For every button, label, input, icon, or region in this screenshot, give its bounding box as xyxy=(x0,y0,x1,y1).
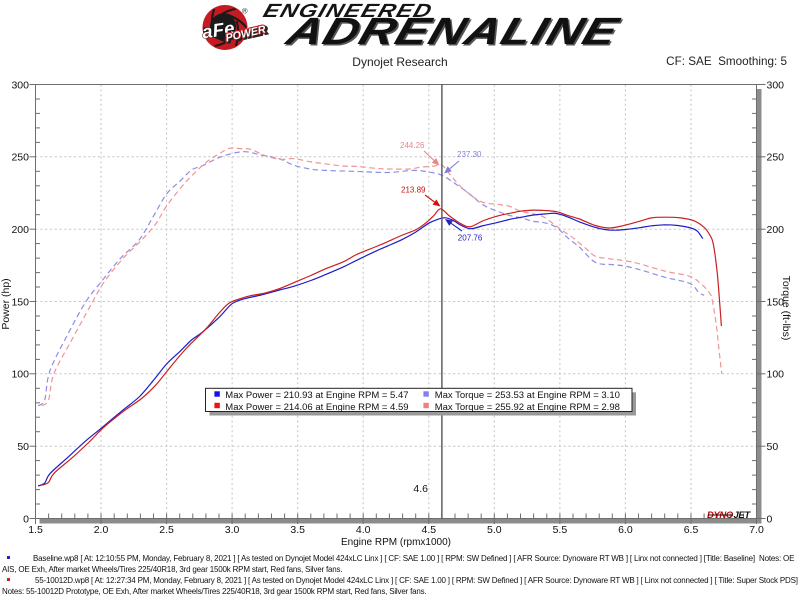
svg-text:237.30: 237.30 xyxy=(457,150,482,159)
svg-text:4.6: 4.6 xyxy=(413,483,428,495)
svg-text:250: 250 xyxy=(767,152,785,164)
svg-text:®: ® xyxy=(242,7,248,16)
svg-text:Max Torque = 255.92 at Engine: Max Torque = 255.92 at Engine RPM = 2.98 xyxy=(435,402,620,413)
svg-text:Torque (ft-lbs): Torque (ft-lbs) xyxy=(780,276,792,341)
svg-text:50: 50 xyxy=(767,441,779,453)
svg-text:4.5: 4.5 xyxy=(421,524,436,536)
svg-text:0: 0 xyxy=(767,513,773,525)
svg-text:Power (hp): Power (hp) xyxy=(0,278,12,329)
svg-text:aFe: aFe xyxy=(201,17,236,42)
svg-text:JET: JET xyxy=(734,510,752,521)
svg-text:150: 150 xyxy=(11,296,29,308)
svg-text:Engine RPM (rpmx1000): Engine RPM (rpmx1000) xyxy=(341,537,451,548)
svg-text:Max Power = 214.06 at Engine R: Max Power = 214.06 at Engine RPM = 4.59 xyxy=(225,402,408,413)
svg-text:6.5: 6.5 xyxy=(684,524,699,536)
svg-text:3.0: 3.0 xyxy=(225,524,240,536)
svg-text:Max Torque = 253.53 at Engine: Max Torque = 253.53 at Engine RPM = 3.10 xyxy=(435,390,620,401)
svg-text:200: 200 xyxy=(11,224,29,236)
svg-text:100: 100 xyxy=(11,369,29,381)
svg-text:213.89: 213.89 xyxy=(401,186,426,195)
svg-text:300: 300 xyxy=(11,79,29,91)
svg-text:5.0: 5.0 xyxy=(487,524,502,536)
svg-text:150: 150 xyxy=(767,296,785,308)
svg-text:Max Power = 210.93 at Engine R: Max Power = 210.93 at Engine RPM = 5.47 xyxy=(225,390,408,401)
svg-text:7.0: 7.0 xyxy=(749,524,764,536)
svg-text:250: 250 xyxy=(11,152,29,164)
svg-text:100: 100 xyxy=(767,369,785,381)
svg-text:244.26: 244.26 xyxy=(400,141,425,150)
svg-text:200: 200 xyxy=(767,224,785,236)
svg-text:6.0: 6.0 xyxy=(618,524,633,536)
svg-text:3.5: 3.5 xyxy=(290,524,305,536)
svg-text:1.5: 1.5 xyxy=(28,524,43,536)
svg-text:50: 50 xyxy=(17,441,29,453)
svg-text:300: 300 xyxy=(767,79,785,91)
svg-text:2.0: 2.0 xyxy=(94,524,109,536)
svg-text:0: 0 xyxy=(23,513,29,525)
svg-text:4.0: 4.0 xyxy=(356,524,371,536)
svg-text:207.76: 207.76 xyxy=(458,233,483,242)
svg-text:5.5: 5.5 xyxy=(553,524,568,536)
svg-text:2.5: 2.5 xyxy=(159,524,174,536)
